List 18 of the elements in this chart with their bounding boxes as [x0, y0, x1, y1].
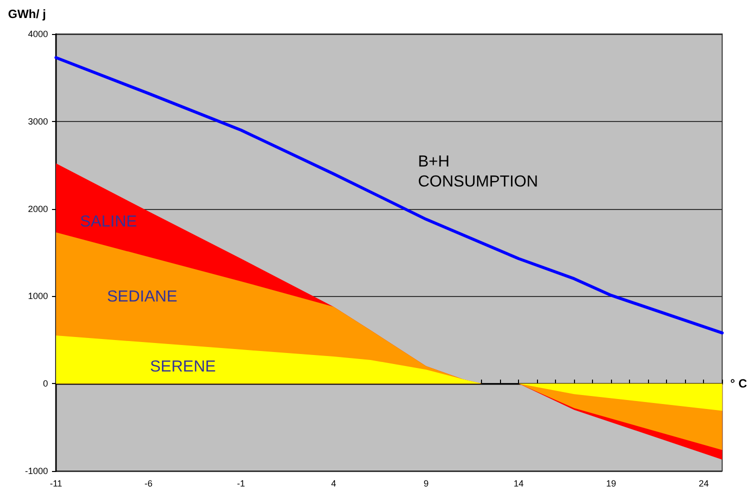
y-tick-label: -1000	[24, 466, 48, 476]
x-tick-label: 9	[424, 478, 429, 488]
x-axis-title: ° C	[730, 376, 748, 391]
x-tick-label: -1	[237, 478, 246, 488]
y-tick-label: 3000	[28, 116, 48, 126]
x-tick-label: -6	[144, 478, 153, 488]
x-tick-label: 19	[606, 478, 616, 488]
y-axis-title: GWh/ j	[8, 7, 46, 21]
x-tick-label: 4	[331, 478, 336, 488]
y-tick-label: 1000	[28, 291, 48, 302]
x-tick-label: -11	[50, 478, 62, 488]
x-tick-label: 24	[698, 478, 709, 488]
y-tick-label: 0	[42, 378, 48, 389]
y-tick-label: 2000	[28, 204, 48, 214]
y-tick-label: 4000	[28, 29, 48, 39]
series-label: SALINE	[80, 214, 137, 230]
x-tick-label: 14	[514, 478, 524, 488]
series-label: B+H CONSUMPTION	[418, 154, 538, 190]
